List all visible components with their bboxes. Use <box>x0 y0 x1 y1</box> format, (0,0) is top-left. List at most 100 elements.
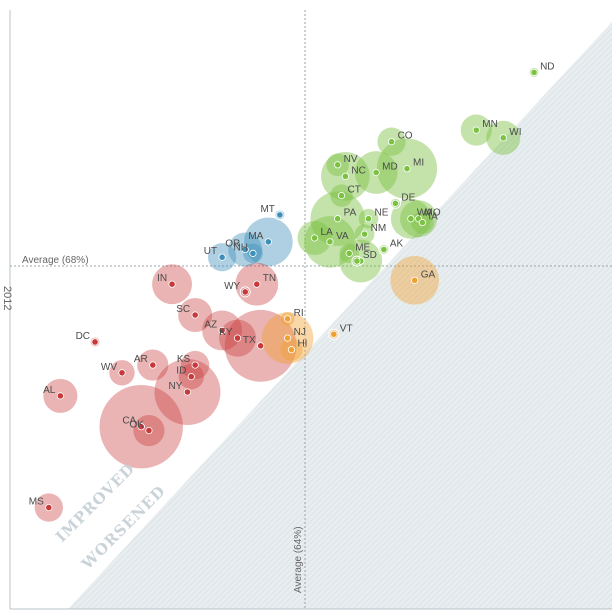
point-id <box>187 373 195 381</box>
point-wi <box>499 134 507 142</box>
state-label-ct: CT <box>348 185 361 196</box>
point-ne <box>364 215 373 223</box>
state-label-sd: SD <box>363 250 377 261</box>
point-ak <box>380 245 388 254</box>
state-label-ok: OK <box>129 420 144 431</box>
point-ia <box>418 218 426 227</box>
point-me <box>345 249 353 257</box>
point-az <box>218 326 226 335</box>
state-label-va: VA <box>336 231 349 242</box>
point-nc <box>341 172 349 180</box>
point-va <box>326 238 334 246</box>
state-label-in: IN <box>157 273 167 284</box>
point-mt <box>276 211 284 219</box>
state-label-sc: SC <box>176 304 190 315</box>
state-label-hi: HI <box>297 339 307 350</box>
state-label-la: LA <box>321 227 334 238</box>
state-label-mi: MI <box>413 158 424 169</box>
point-tn <box>253 280 261 288</box>
state-label-tx: TX <box>243 335 256 346</box>
state-label-ia: IA <box>428 212 438 223</box>
state-label-nd: ND <box>540 61 554 72</box>
point-nv <box>334 161 342 169</box>
point-ca <box>137 423 145 431</box>
state-label-ar: AR <box>134 354 148 365</box>
point-al <box>56 392 64 400</box>
state-label-wi: WI <box>509 127 521 138</box>
state-label-me: ME <box>355 242 370 253</box>
y-axis-label: 2012 <box>1 286 13 310</box>
state-label-nm: NM <box>371 223 387 234</box>
state-label-dc: DC <box>76 331 90 342</box>
state-label-ak: AK <box>390 239 404 250</box>
state-label-wy: WY <box>224 281 240 292</box>
state-label-ks: KS <box>177 354 191 365</box>
point-ri <box>283 315 292 323</box>
state-label-co: CO <box>398 131 413 142</box>
point-la <box>310 234 319 242</box>
state-label-nv: NV <box>344 154 358 165</box>
point-hi <box>287 346 296 354</box>
point-ar <box>149 361 157 369</box>
point-tx <box>257 342 265 350</box>
point-wv <box>118 369 126 377</box>
point-md <box>372 168 380 177</box>
state-label-ri: RI <box>294 308 304 319</box>
state-label-id: ID <box>176 366 186 377</box>
state-label-ky: KY <box>219 327 233 338</box>
state-label-ny: NY <box>169 381 183 392</box>
state-label-nj: NJ <box>294 327 306 338</box>
state-label-ms: MS <box>29 497 44 508</box>
point-ut <box>218 253 226 261</box>
point-ms <box>45 503 53 512</box>
state-label-wv: WV <box>101 362 117 373</box>
state-label-or: OR <box>225 239 240 250</box>
state-label-ne: NE <box>374 208 388 219</box>
state-label-ut: UT <box>204 246 217 257</box>
state-label-mt: MT <box>260 204 274 215</box>
state-label-ca: CA <box>122 416 136 427</box>
state-label-vt: VT <box>340 323 353 334</box>
point-de <box>391 199 400 207</box>
state-label-mn: MN <box>482 119 498 130</box>
point-or <box>241 245 249 254</box>
point-ga <box>411 276 419 284</box>
point-sd <box>353 257 361 265</box>
state-label-pa: PA <box>344 208 357 219</box>
point-sc <box>191 311 199 319</box>
point-ky <box>233 334 242 342</box>
point-ct <box>337 192 346 200</box>
point-vt <box>330 330 338 338</box>
point-wa <box>407 215 415 223</box>
point-ok <box>145 426 153 435</box>
point-nh <box>249 249 257 257</box>
state-label-tn: TN <box>263 273 276 284</box>
point-nj <box>283 334 292 342</box>
point-in <box>168 280 176 288</box>
worsened-region <box>68 22 612 609</box>
point-nm <box>361 230 369 238</box>
point-dc <box>91 338 99 346</box>
state-label-de: DE <box>401 192 415 203</box>
average-x-label: Average (64%) <box>293 526 304 593</box>
state-label-al: AL <box>43 385 56 396</box>
dot-layer <box>45 68 538 512</box>
average-y-label: Average (68%) <box>22 255 89 266</box>
state-label-nh: NH <box>233 242 247 253</box>
state-label-ga: GA <box>421 269 436 280</box>
point-ma <box>264 238 272 246</box>
point-mn <box>472 126 480 134</box>
point-pa <box>334 215 342 223</box>
point-ks <box>191 361 199 369</box>
state-label-mo: MO <box>425 208 441 219</box>
point-wy <box>241 288 249 296</box>
state-label-layer: CA TX NY MI PA VA NJ NC MA GA MD TN WA IN AZ MO KY WI LA OR… <box>29 61 555 507</box>
point-co <box>387 138 396 146</box>
point-ny <box>183 388 192 396</box>
point-nd <box>530 68 538 76</box>
state-label-wa: WA <box>417 208 433 219</box>
state-label-md: MD <box>382 162 398 173</box>
point-mi <box>403 165 411 173</box>
state-label-ma: MA <box>248 231 263 242</box>
